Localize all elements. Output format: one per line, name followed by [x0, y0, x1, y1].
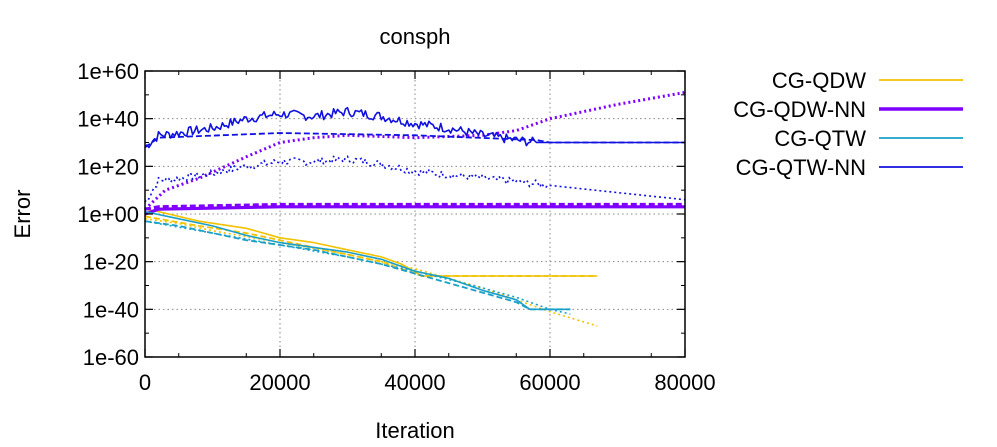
series-line-cg-qtw-dotted	[144, 220, 571, 315]
plot-area	[143, 90, 686, 327]
y-tick-label: 1e-20	[83, 250, 139, 275]
series-line-cg-qdw-solid	[144, 208, 598, 277]
series-line-cg-qdw-nn-dashed	[144, 202, 685, 211]
legend-label: CG-QDW	[772, 68, 866, 93]
chart-title: consph	[380, 24, 451, 49]
x-tick-label: 80000	[654, 370, 715, 395]
legend: CG-QDW CG-QDW-NN CG-QTW CG-QTW-NN	[733, 68, 963, 180]
legend-label: CG-QDW-NN	[733, 97, 866, 122]
legend-label: CG-QTW-NN	[736, 155, 866, 180]
series-line-cg-qtw-dashed	[144, 220, 571, 311]
legend-label: CG-QTW	[774, 126, 866, 151]
y-axis-label: Error	[10, 190, 35, 239]
x-tick-label: 60000	[519, 370, 580, 395]
ticks: 0 20000 40000 60000 80000 1e-60 1e-40 1e-20 1e+0…	[77, 59, 715, 395]
series-line-cg-qtw-solid	[144, 210, 571, 311]
y-tick-label: 1e-60	[83, 345, 139, 370]
x-tick-label: 20000	[249, 370, 310, 395]
y-tick-label: 1e-40	[83, 297, 139, 322]
series-line-cg-qtw-nn-solid	[144, 106, 685, 149]
y-tick-label: 1e+40	[77, 107, 139, 132]
y-tick-label: 1e+60	[77, 59, 139, 84]
x-tick-label: 0	[139, 370, 151, 395]
grid	[145, 71, 685, 357]
series-line-cg-qtw-nn-dotted	[144, 155, 686, 203]
x-axis-label: Iteration	[375, 418, 455, 443]
series-line-cg-qdw-nn-dotted	[143, 90, 686, 211]
series-line-cg-qdw-dotted	[144, 218, 598, 327]
y-tick-label: 1e+00	[77, 202, 139, 227]
series-line-cg-qdw-nn-solid	[144, 205, 685, 216]
x-tick-label: 40000	[384, 370, 445, 395]
y-tick-label: 1e+20	[77, 154, 139, 179]
series-line-cg-qtw-nn-dashed	[144, 132, 685, 149]
